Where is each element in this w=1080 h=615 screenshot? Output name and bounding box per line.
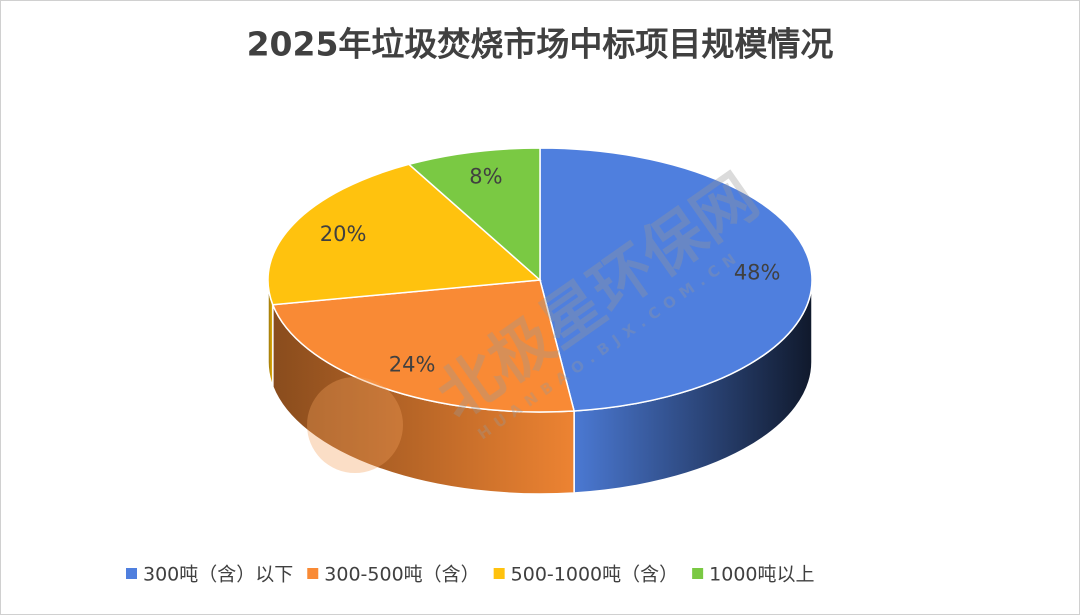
chart-title: 2025年垃圾焚烧市场中标项目规模情况: [247, 25, 834, 64]
legend-label: 300-500吨（含）: [324, 564, 479, 586]
legend-label: 1000吨以上: [709, 564, 814, 586]
legend-swatch: [493, 568, 505, 579]
legend-swatch: [307, 568, 319, 579]
legend-label: 500-1000吨（含）: [511, 564, 678, 586]
legend-swatch: [692, 568, 704, 579]
data-label: 8%: [469, 165, 502, 189]
legend-swatch: [126, 568, 137, 579]
pie-slice: [407, 147, 541, 282]
data-label: 20%: [320, 222, 367, 246]
pie-slice: [539, 147, 813, 412]
watermark-logo: [307, 377, 403, 473]
pie: 48% 24% 20% 8%: [267, 147, 813, 495]
data-label: 48%: [734, 260, 781, 284]
data-label: 24%: [389, 352, 436, 376]
pie-slice: [267, 163, 542, 306]
legend-label: 300吨（含）以下: [143, 564, 293, 586]
pie-slice: [271, 279, 576, 413]
legend: 300吨（含）以下 300-500吨（含） 500-1000吨（含） 1000吨以上: [126, 564, 815, 586]
